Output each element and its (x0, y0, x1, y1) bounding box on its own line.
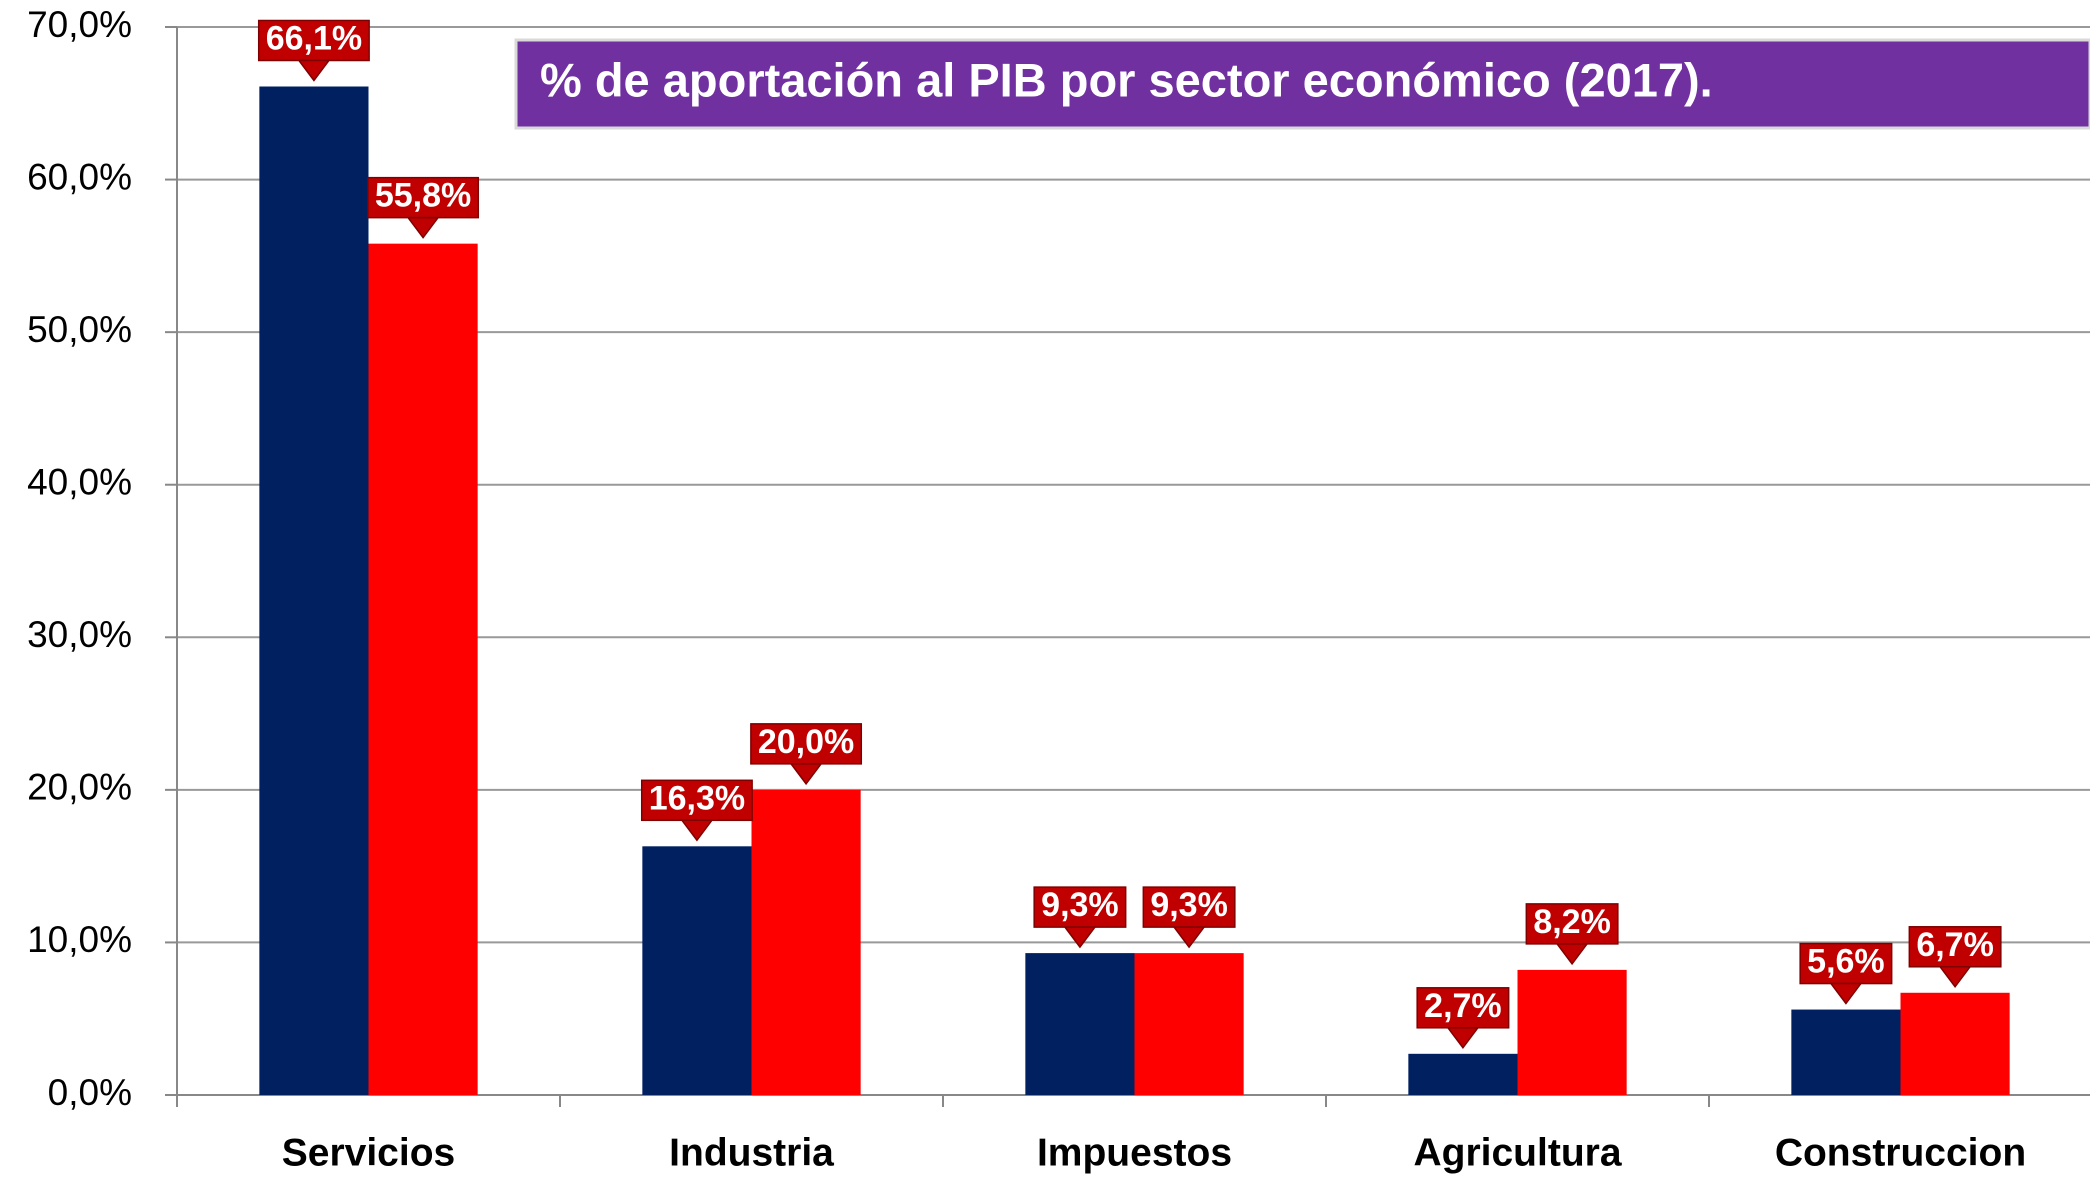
value-label: 20,0% (758, 723, 854, 761)
y-tick-label: 70,0% (27, 4, 132, 45)
label-arrow (1172, 926, 1206, 949)
x-tick-label: Servicios (282, 1131, 455, 1174)
y-tick-label: 50,0% (27, 309, 132, 350)
label-arrow (680, 819, 714, 842)
value-label: 16,3% (649, 779, 745, 817)
chart-title: % de aportación al PIB por sector económ… (540, 53, 1713, 106)
value-label: 2,7% (1424, 987, 1502, 1025)
label-arrow (406, 216, 440, 239)
bar (642, 846, 752, 1095)
y-tick-label: 40,0% (27, 461, 132, 502)
value-label: 55,8% (375, 177, 471, 215)
title-box (514, 38, 2090, 130)
bar (1408, 1053, 1518, 1095)
x-tick-label: Agricultura (1413, 1131, 1621, 1174)
bar (751, 789, 861, 1095)
label-arrow (1555, 943, 1589, 966)
label-box (1525, 903, 1619, 945)
bar (1900, 992, 2010, 1095)
bar (368, 243, 478, 1095)
label-arrow (1446, 1027, 1480, 1050)
value-label: 9,3% (1150, 886, 1228, 924)
value-label: 6,7% (1916, 926, 1994, 964)
label-box (367, 176, 480, 219)
bar (259, 86, 369, 1095)
bar (1791, 1009, 1901, 1095)
label-arrow (297, 59, 331, 82)
y-tick-label: 20,0% (27, 767, 132, 808)
label-box (1033, 886, 1127, 928)
value-label: 5,6% (1807, 943, 1885, 981)
y-tick-label: 30,0% (27, 614, 132, 655)
x-tick-label: Industria (669, 1131, 834, 1174)
label-box (1908, 926, 2002, 968)
bar (1134, 953, 1244, 1095)
label-arrow (789, 763, 823, 786)
y-tick-label: 0,0% (48, 1072, 132, 1113)
label-arrow (1938, 966, 1972, 989)
label-box (1142, 886, 1236, 928)
bar (1025, 953, 1135, 1095)
value-label: 66,1% (266, 19, 362, 57)
value-label: 8,2% (1533, 903, 1611, 941)
label-arrow (1829, 982, 1863, 1005)
y-tick-label: 60,0% (27, 156, 132, 197)
label-box (750, 723, 863, 765)
x-tick-label: Impuestos (1037, 1131, 1232, 1174)
value-label: 9,3% (1041, 886, 1119, 924)
bar (1517, 969, 1627, 1095)
x-tick-label: Construccion (1775, 1131, 2026, 1174)
label-arrow (1063, 926, 1097, 949)
y-tick-label: 10,0% (27, 919, 132, 960)
